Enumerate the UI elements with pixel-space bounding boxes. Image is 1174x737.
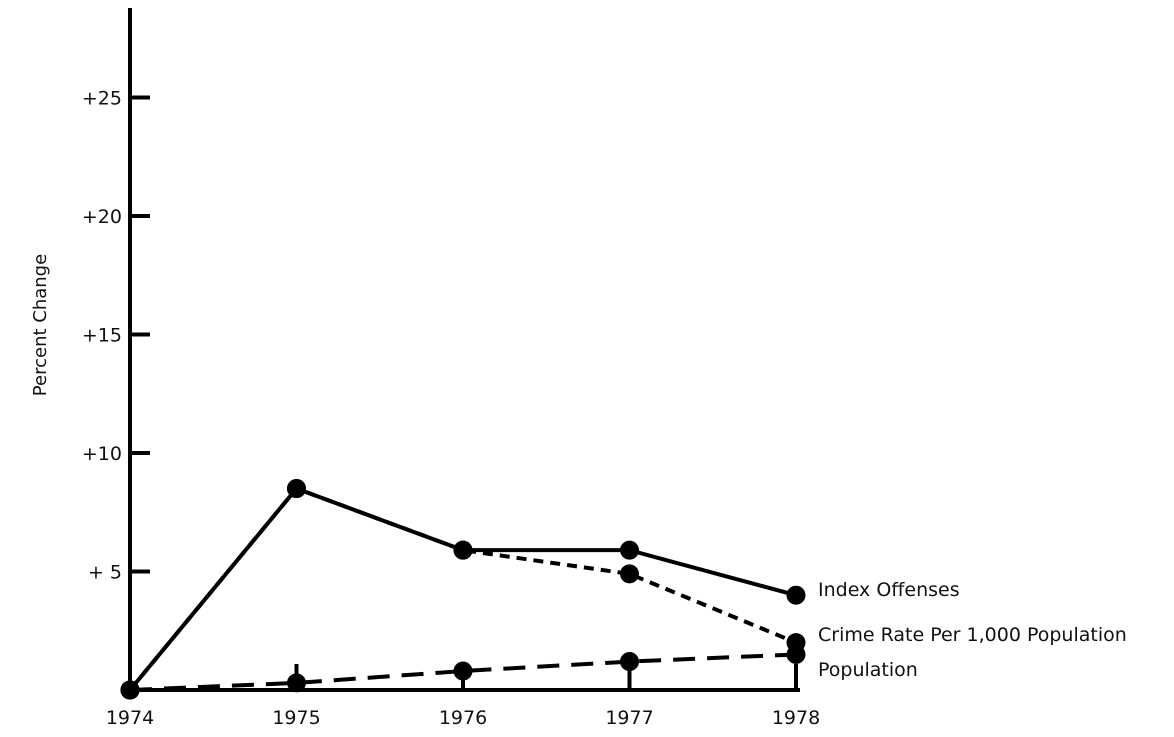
series-layer bbox=[120, 479, 806, 700]
y-tick-label: +15 bbox=[82, 325, 122, 347]
data-point bbox=[620, 652, 639, 672]
x-tick-label: 1974 bbox=[106, 707, 154, 729]
x-ticks: 1974 1975 1976 1977 1978 bbox=[106, 664, 820, 729]
series-labels: Index Offenses Crime Rate Per 1,000 Popul… bbox=[818, 579, 1127, 681]
y-tick-label: +10 bbox=[82, 443, 122, 465]
x-tick-label: 1975 bbox=[272, 707, 320, 729]
series-label: Crime Rate Per 1,000 Population bbox=[818, 624, 1127, 646]
series-line-0 bbox=[128, 486, 797, 692]
series-line-2 bbox=[129, 652, 797, 692]
data-point bbox=[287, 479, 306, 499]
y-tick-label: +25 bbox=[82, 88, 122, 110]
y-tick-label: +20 bbox=[82, 206, 122, 228]
x-tick-label: 1978 bbox=[772, 707, 820, 729]
series-label: Population bbox=[818, 659, 918, 681]
data-point bbox=[453, 661, 473, 681]
data-point bbox=[620, 564, 639, 584]
data-point bbox=[287, 673, 306, 693]
data-point bbox=[620, 540, 639, 560]
x-tick-label: 1977 bbox=[605, 707, 653, 729]
x-tick-label: 1976 bbox=[439, 707, 487, 729]
data-point bbox=[786, 585, 806, 605]
y-axis-title: Percent Change bbox=[30, 254, 51, 396]
data-point bbox=[120, 680, 140, 700]
series-line-1 bbox=[128, 486, 797, 692]
y-tick-label: + 5 bbox=[88, 562, 122, 584]
y-ticks: + 5 +10 +15 +20 +25 bbox=[82, 88, 150, 584]
series-label: Index Offenses bbox=[818, 579, 960, 601]
data-point bbox=[786, 644, 806, 664]
data-point bbox=[453, 540, 473, 560]
